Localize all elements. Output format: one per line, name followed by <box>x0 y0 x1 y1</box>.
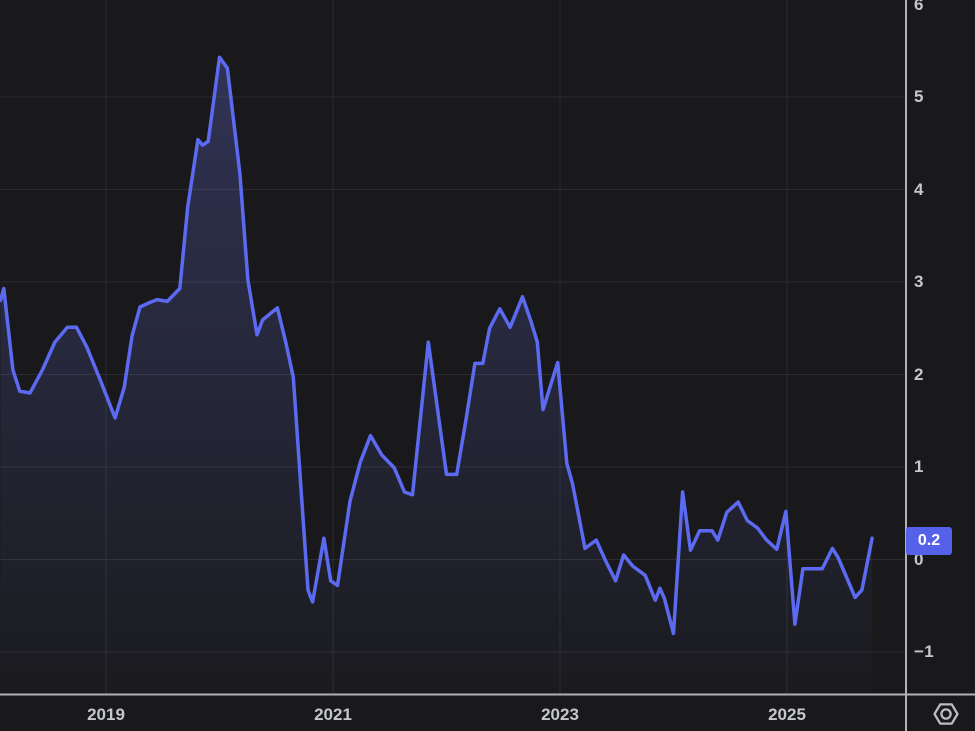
series-line <box>0 55 874 636</box>
last-price-badge: 0.2 <box>906 527 952 555</box>
time-tick-label: 2025 <box>768 705 806 724</box>
gear-icon <box>933 703 959 725</box>
price-tick-label: 2 <box>914 364 924 384</box>
price-tick-label: 1 <box>914 457 924 476</box>
price-tick-label: 0 <box>914 549 924 569</box>
time-axis[interactable]: 2019 2021 2023 2025 <box>0 695 905 731</box>
price-tick-label: −1 <box>914 642 934 661</box>
last-price-label: 0.2 <box>917 532 941 549</box>
price-tick-label: 6 <box>914 0 924 14</box>
time-tick-label: 2023 <box>541 705 579 724</box>
axis-settings-button[interactable] <box>927 699 965 729</box>
price-tick-label: 3 <box>914 272 924 291</box>
series-area-fill <box>0 57 873 693</box>
price-axis[interactable]: 6 5 4 3 2 1 0 −1 <box>907 0 975 695</box>
price-tick-label: 4 <box>914 179 924 199</box>
price-tick-label: 5 <box>914 87 924 106</box>
time-tick-label: 2021 <box>314 705 352 724</box>
time-tick-label: 2019 <box>87 705 125 724</box>
